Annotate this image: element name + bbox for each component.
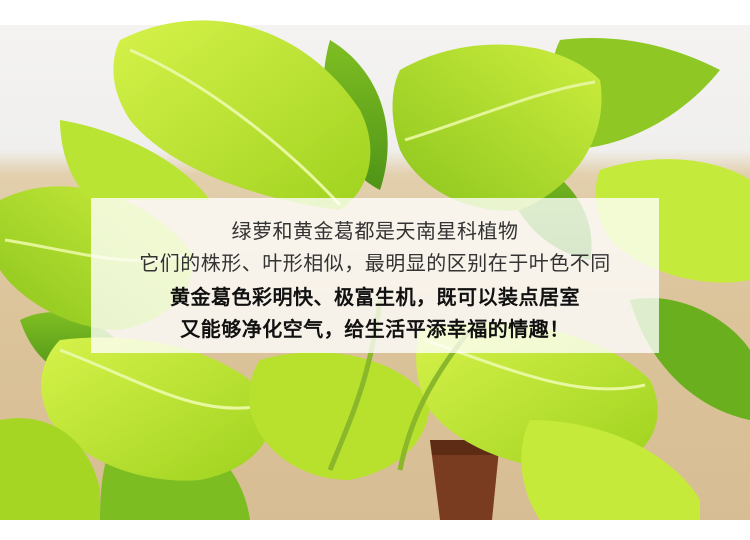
- caption-line-4: 又能够净化空气，给生活平添幸福的情趣！: [180, 317, 570, 341]
- caption-line-1: 绿萝和黄金葛都是天南星科植物: [231, 219, 519, 243]
- caption-line-3: 黄金葛色彩明快、极富生机，既可以装点居室: [170, 285, 580, 309]
- caption-line-2: 它们的株形、叶形相似，最明显的区别在于叶色不同: [139, 251, 611, 275]
- leaf-front-group: [0, 20, 750, 520]
- caption-overlay: 绿萝和黄金葛都是天南星科植物 它们的株形、叶形相似，最明显的区别在于叶色不同 黄…: [91, 198, 659, 353]
